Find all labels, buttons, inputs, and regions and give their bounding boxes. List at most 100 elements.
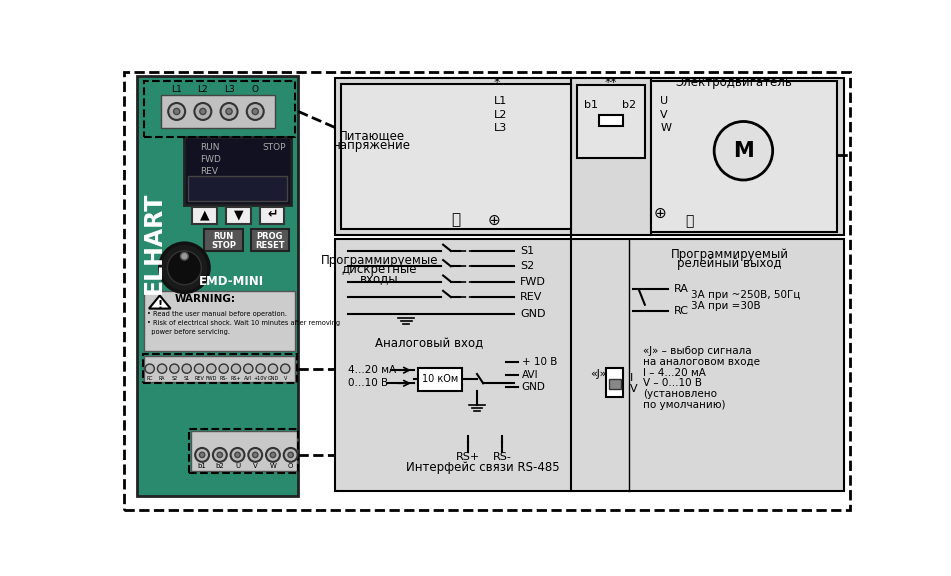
Text: ▼: ▼ — [234, 208, 243, 221]
Bar — [651, 81, 837, 232]
Text: GND: GND — [267, 376, 279, 381]
Text: FWD: FWD — [520, 276, 546, 287]
Bar — [341, 84, 571, 229]
Bar — [607, 368, 623, 397]
Circle shape — [243, 364, 253, 373]
Text: на аналоговом входе: на аналоговом входе — [643, 357, 760, 367]
Text: power before servicing.: power before servicing. — [146, 329, 229, 335]
Text: REV: REV — [194, 376, 204, 381]
Circle shape — [182, 364, 191, 373]
Text: U: U — [660, 96, 669, 105]
Circle shape — [231, 364, 241, 373]
Text: FWD: FWD — [201, 156, 222, 165]
Text: 0...10 В: 0...10 В — [348, 378, 389, 388]
Circle shape — [288, 452, 293, 457]
Bar — [577, 85, 645, 158]
Circle shape — [168, 103, 185, 120]
Text: входы: входы — [359, 272, 398, 285]
Text: RS+: RS+ — [456, 452, 480, 462]
Text: RC: RC — [674, 306, 689, 316]
Text: b2: b2 — [216, 464, 224, 469]
Text: b1: b1 — [198, 464, 206, 469]
Circle shape — [213, 448, 226, 462]
Text: PROG: PROG — [257, 233, 283, 241]
Bar — [188, 176, 287, 201]
Circle shape — [266, 448, 280, 462]
Text: L3: L3 — [223, 85, 235, 94]
Text: b2: b2 — [622, 100, 636, 109]
Text: RC: RC — [146, 376, 153, 381]
Text: ⊕: ⊕ — [654, 206, 667, 221]
Text: FWD: FWD — [205, 376, 217, 381]
Text: L1: L1 — [171, 85, 182, 94]
Text: S1: S1 — [184, 376, 190, 381]
Text: I – 4...20 мА: I – 4...20 мА — [643, 367, 707, 377]
Text: + 10 В: + 10 В — [522, 358, 557, 367]
Text: RS-: RS- — [493, 452, 512, 462]
Bar — [609, 378, 621, 389]
Circle shape — [200, 452, 204, 457]
Bar — [189, 430, 299, 472]
Text: • Risk of electrical shock. Wait 10 minutes after removing: • Risk of electrical shock. Wait 10 minu… — [146, 320, 340, 326]
Circle shape — [714, 122, 772, 180]
Circle shape — [200, 108, 206, 115]
Circle shape — [256, 364, 265, 373]
Text: +10V: +10V — [254, 376, 267, 381]
Circle shape — [206, 364, 216, 373]
Text: V: V — [660, 109, 668, 120]
Bar — [226, 207, 251, 224]
Text: STOP: STOP — [262, 143, 286, 152]
Text: RESET: RESET — [255, 241, 284, 250]
Text: ELHART: ELHART — [143, 192, 166, 294]
Text: V – 0...10 В: V – 0...10 В — [643, 378, 702, 388]
Circle shape — [230, 448, 244, 462]
Text: M: M — [733, 141, 754, 161]
Bar — [417, 368, 462, 391]
Text: *: * — [494, 77, 500, 89]
Circle shape — [253, 452, 258, 457]
Circle shape — [217, 452, 223, 457]
Text: W: W — [660, 123, 671, 134]
Text: • Read the user manual before operation.: • Read the user manual before operation. — [146, 311, 286, 317]
Text: W: W — [269, 464, 277, 469]
Bar — [145, 81, 295, 137]
Text: «J» – выбор сигнала: «J» – выбор сигнала — [643, 346, 752, 356]
Circle shape — [268, 364, 278, 373]
Text: RUN: RUN — [201, 143, 220, 152]
Text: напряжение: напряжение — [333, 139, 411, 152]
Bar — [190, 431, 297, 471]
Circle shape — [219, 364, 228, 373]
Circle shape — [170, 364, 179, 373]
Text: WARNING:: WARNING: — [175, 294, 236, 304]
Text: !: ! — [157, 300, 163, 310]
Text: дискретные: дискретные — [341, 263, 417, 276]
Text: O: O — [288, 464, 293, 469]
Bar — [336, 238, 844, 491]
Bar — [598, 115, 623, 126]
Circle shape — [194, 364, 204, 373]
Bar — [137, 76, 299, 496]
Bar — [162, 95, 275, 128]
Circle shape — [146, 364, 154, 373]
Text: RA: RA — [159, 376, 165, 381]
Bar — [192, 207, 217, 224]
Bar — [145, 355, 295, 382]
Text: Интерфейс связи RS-485: Интерфейс связи RS-485 — [406, 461, 560, 475]
Text: V: V — [283, 376, 287, 381]
Text: U: U — [235, 464, 240, 469]
Circle shape — [194, 103, 211, 120]
Text: релейный выход: релейный выход — [677, 257, 782, 270]
Text: S1: S1 — [520, 246, 534, 256]
Bar — [260, 207, 284, 224]
Text: ⏚: ⏚ — [452, 213, 461, 228]
Text: 4...20 мА: 4...20 мА — [348, 365, 397, 375]
Circle shape — [226, 108, 232, 115]
Circle shape — [281, 364, 290, 373]
Text: GND: GND — [520, 309, 546, 319]
Bar — [145, 291, 295, 351]
Text: REV: REV — [520, 292, 542, 302]
Circle shape — [235, 452, 241, 457]
Text: EMD-MINI: EMD-MINI — [200, 275, 264, 288]
Text: GND: GND — [522, 382, 546, 392]
Bar — [143, 354, 297, 383]
